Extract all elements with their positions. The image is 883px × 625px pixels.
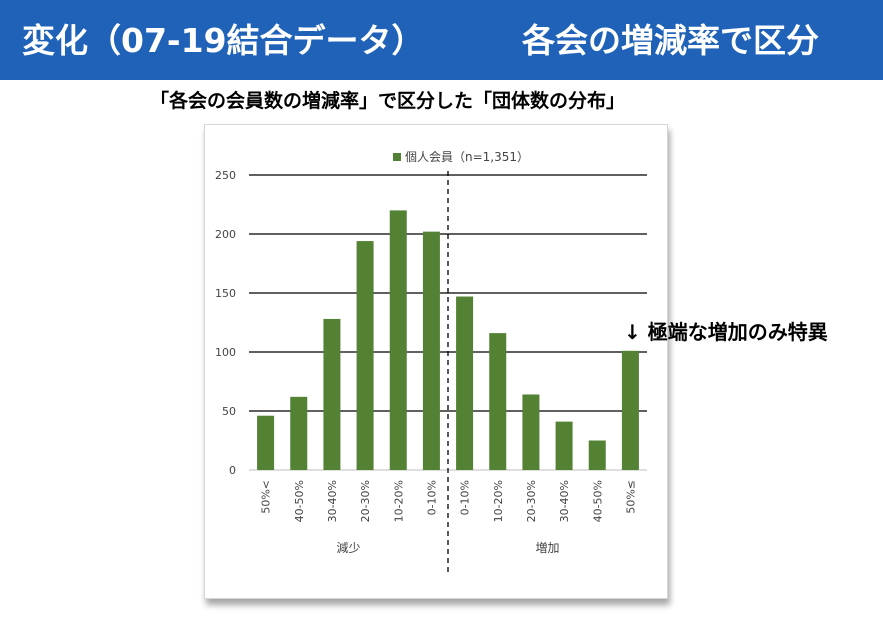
slide-title-right: 各会の増減率で区分 xyxy=(522,21,819,60)
x-tick-label: 10-20% xyxy=(492,480,505,522)
x-tick-label: 40-50% xyxy=(591,480,604,522)
x-tick-label: 20-30% xyxy=(525,480,538,522)
y-tick-label: 50 xyxy=(222,405,236,418)
bar-chart: 0 50 100 150 200 250 50%< 40-50% 30-40% 20-30% 10-… xyxy=(215,150,647,573)
bar xyxy=(522,394,540,470)
chart-card: 0 50 100 150 200 250 50%< 40-50% 30-40% 20-30% 10-… xyxy=(204,124,668,599)
x-tick-label: 0-10% xyxy=(425,480,438,515)
bar xyxy=(389,210,407,470)
bar xyxy=(555,421,573,470)
bar xyxy=(621,350,639,470)
legend-label: 個人会員（n=1,351） xyxy=(405,150,529,164)
bar xyxy=(489,333,507,470)
x-tick-label: 50%≤ xyxy=(624,480,637,514)
y-tick-label: 0 xyxy=(229,464,236,477)
x-tick-label: 40-50% xyxy=(293,480,306,522)
x-tick-label: 10-20% xyxy=(392,480,405,522)
bar xyxy=(356,241,374,470)
x-tick-label: 30-40% xyxy=(326,480,339,522)
y-tick-label: 250 xyxy=(215,169,236,182)
y-tick-label: 150 xyxy=(215,287,236,300)
bar xyxy=(257,415,275,470)
group-label: 増加 xyxy=(535,541,559,555)
bar xyxy=(422,231,440,470)
bar xyxy=(323,318,341,470)
y-tick-label: 100 xyxy=(215,346,236,359)
y-tick-label: 200 xyxy=(215,228,236,241)
x-tick-label: 30-40% xyxy=(558,480,571,522)
x-tick-label: 20-30% xyxy=(359,480,372,522)
legend-swatch xyxy=(393,153,401,161)
bar xyxy=(290,396,308,470)
x-tick-label: 50%< xyxy=(260,480,273,514)
chart-subtitle: 「各会の会員数の増減率」で区分した「団体数の分布」 xyxy=(150,90,626,112)
bar xyxy=(456,296,474,470)
group-label: 減少 xyxy=(336,540,360,555)
x-tick-label: 0-10% xyxy=(459,480,472,515)
slide-title: 変化（07-19結合データ） xyxy=(22,21,425,60)
bar xyxy=(588,440,606,470)
title-banner: 変化（07-19結合データ） 各会の増減率で区分 xyxy=(0,0,883,80)
annotation-note: ↓ 極端な増加のみ特異 xyxy=(624,320,828,344)
